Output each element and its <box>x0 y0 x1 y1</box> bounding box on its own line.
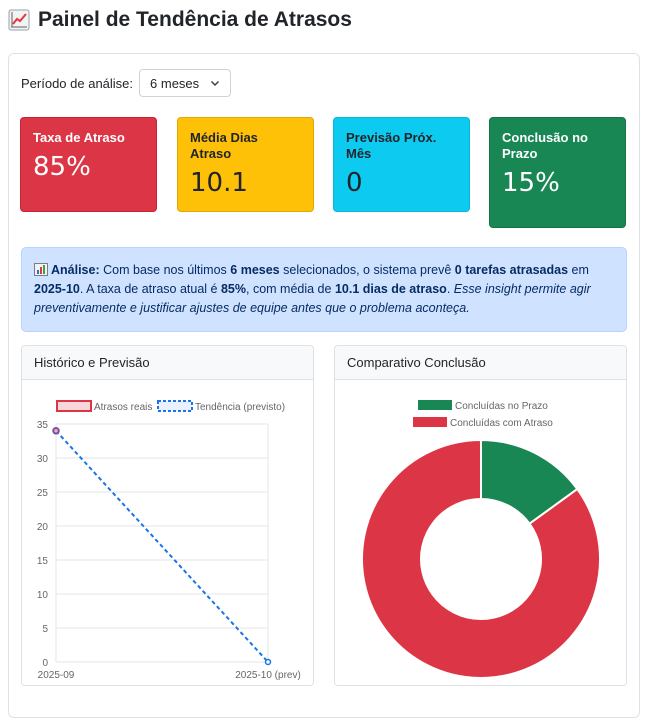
chevron-down-icon <box>211 81 220 86</box>
legend-label-late: Concluídas com Atraso <box>450 418 553 429</box>
chart-legend: Concluídas no Prazo Concluídas com Atraso <box>413 400 553 429</box>
page-title-text: Painel de Tendência de Atrasos <box>38 8 352 31</box>
bar-chart-icon <box>34 263 48 276</box>
analysis-avg: 10.1 dias de atraso <box>334 282 447 296</box>
analysis-rate: 85% <box>220 282 246 296</box>
analysis-text: , com média de <box>246 282 332 296</box>
y-tick-label: 0 <box>42 658 48 669</box>
period-label: Período de análise: <box>21 75 134 91</box>
analysis-insight: Esse insight permite agir preventivament… <box>34 282 591 315</box>
card-header: Comparativo Conclusão <box>335 346 626 380</box>
legend-label-forecast: Tendência (previsto) <box>195 402 285 413</box>
legend-label-actual: Atrasos reais <box>94 402 152 413</box>
y-tick-label: 25 <box>37 488 49 499</box>
x-tick-label: 2025-09 <box>38 670 75 681</box>
legend-swatch-on-time <box>418 400 452 410</box>
analysis-month: 2025-10 <box>34 282 80 296</box>
legend-swatch-late <box>413 417 447 427</box>
analysis-label: Análise: <box>51 263 100 277</box>
dashboard-card: Período de análise: 6 meses Taxa de Atra… <box>8 53 640 718</box>
card-header: Histórico e Previsão <box>22 346 313 380</box>
forecast-point <box>264 658 272 666</box>
legend-swatch-actual <box>56 400 92 412</box>
y-tick-label: 35 <box>37 420 49 431</box>
y-tick-label: 30 <box>37 454 49 465</box>
analysis-text: . A taxa de atraso atual é <box>79 282 218 296</box>
period-select[interactable]: 6 meses <box>139 69 232 97</box>
actual-point <box>52 427 60 435</box>
page-title: Painel de Tendência de Atrasos <box>8 8 352 32</box>
analysis-forecast: 0 tarefas atrasadas <box>454 263 569 277</box>
y-tick-label: 15 <box>37 556 49 567</box>
kpi-value: 10.1 <box>190 168 248 198</box>
analysis-period: 6 meses <box>230 263 280 277</box>
legend-swatch-forecast <box>157 400 193 412</box>
kpi-label: Previsão Próx. Mês <box>346 130 437 161</box>
analysis-text: Com base nos últimos <box>103 263 227 277</box>
y-tick-label: 20 <box>37 522 49 533</box>
completion-doughnut-chart: Concluídas no Prazo Concluídas com Atraso <box>361 400 601 679</box>
y-tick-label: 10 <box>37 590 49 601</box>
kpi-label: Conclusão no Prazo <box>502 130 588 161</box>
y-tick-label: 5 <box>42 624 48 635</box>
analysis-text: . <box>446 282 451 296</box>
analysis-alert: Análise: Com base nos últimos 6 meses se… <box>21 247 627 332</box>
kpi-value: 15% <box>502 168 560 198</box>
legend-label-on-time: Concluídas no Prazo <box>455 401 548 412</box>
completion-compare-card: Comparativo Conclusão Concluídas no Praz… <box>334 345 627 686</box>
slice-late <box>361 438 601 679</box>
analysis-text: em <box>571 263 589 277</box>
x-tick-label: 2025-10 (prev) <box>235 670 301 681</box>
kpi-on-time-completion: Conclusão no Prazo 15% <box>489 117 626 228</box>
period-select-value: 6 meses <box>150 75 200 91</box>
kpi-delay-rate: Taxa de Atraso 85% <box>20 117 157 212</box>
kpi-label: Taxa de Atraso <box>33 130 125 145</box>
kpi-next-month-forecast: Previsão Próx. Mês 0 <box>333 117 470 212</box>
kpi-value: 0 <box>346 168 363 198</box>
forecast-trend-line <box>55 430 269 663</box>
chart-legend: Atrasos reais Tendência (previsto) <box>56 400 285 413</box>
kpi-value: 85% <box>33 152 91 182</box>
chart-increasing-icon <box>8 9 30 31</box>
kpi-avg-delay-days: Média Dias Atraso 10.1 <box>177 117 314 212</box>
analysis-text: selecionados, o sistema prevê <box>283 263 452 277</box>
kpi-label: Média Dias Atraso <box>190 130 258 161</box>
period-filter: Período de análise: 6 meses <box>21 69 232 97</box>
history-forecast-card: Histórico e Previsão Atrasos reais Tendên… <box>21 345 314 686</box>
history-line-chart: Atrasos reais Tendência (previsto) 0 5 10 15 2… <box>37 400 301 681</box>
